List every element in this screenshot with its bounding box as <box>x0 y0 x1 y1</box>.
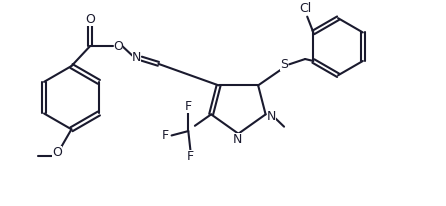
Text: F: F <box>162 129 169 142</box>
Text: F: F <box>185 100 192 113</box>
Text: F: F <box>187 150 194 164</box>
Text: O: O <box>114 40 124 53</box>
Text: Cl: Cl <box>299 2 312 15</box>
Text: O: O <box>52 146 62 159</box>
Text: N: N <box>233 133 242 146</box>
Text: N: N <box>267 110 277 123</box>
Text: O: O <box>85 13 95 26</box>
Text: S: S <box>280 58 288 71</box>
Text: N: N <box>132 51 141 64</box>
